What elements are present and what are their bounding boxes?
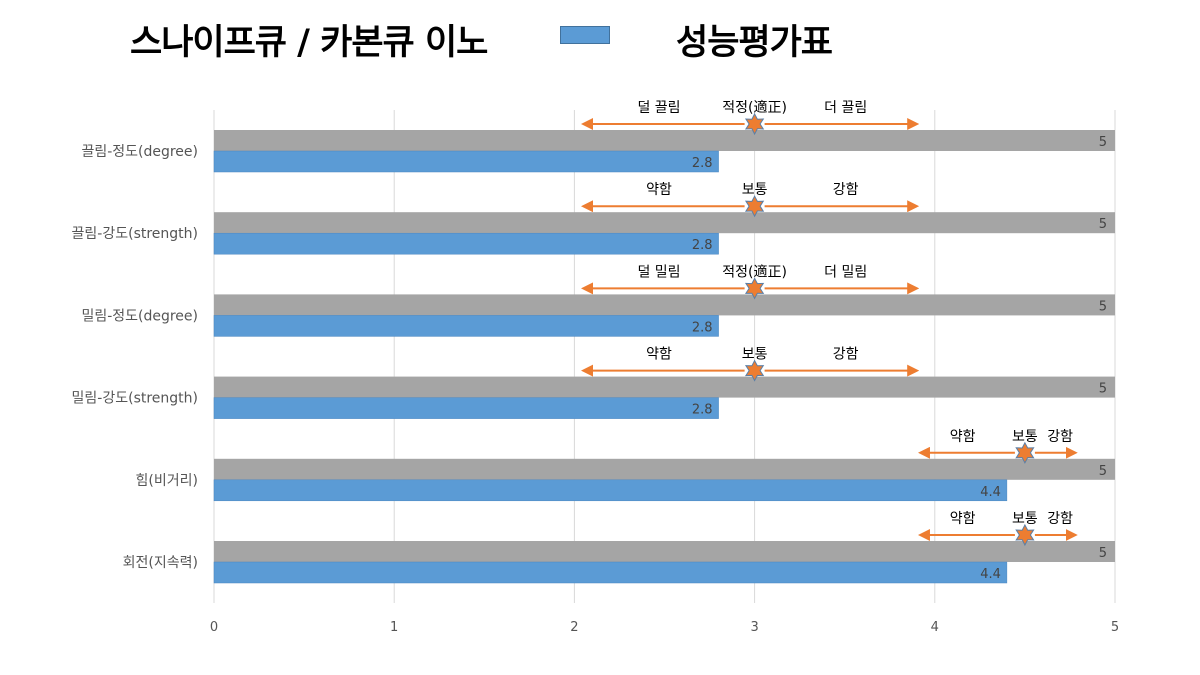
annotation-left-label: 덜 끌림 bbox=[637, 100, 680, 116]
max-bar bbox=[214, 458, 1115, 480]
legend-swatch bbox=[560, 26, 610, 44]
annotation-center-label: 보통 bbox=[1012, 511, 1038, 527]
star-marker bbox=[744, 359, 765, 382]
annotation-right-label: 강함 bbox=[1047, 429, 1073, 445]
value-bar bbox=[213, 315, 719, 337]
star-marker bbox=[1015, 441, 1035, 464]
x-tick-label: 4 bbox=[931, 620, 939, 635]
value-bar bbox=[213, 561, 1008, 584]
value-label: 2.8 bbox=[692, 238, 713, 253]
chart-header: 스나이프큐 / 카본큐 이노 성능평가표 bbox=[0, 0, 1200, 80]
star-marker bbox=[1015, 523, 1035, 547]
max-bar bbox=[214, 376, 1115, 398]
star-marker bbox=[744, 195, 765, 218]
x-tick-label: 2 bbox=[570, 620, 578, 635]
annotation-left-label: 약함 bbox=[950, 429, 976, 445]
category-label: 밀림-정도(degree) bbox=[81, 308, 198, 324]
annotation-right-label: 더 끌림 bbox=[824, 100, 867, 116]
value-bar bbox=[213, 232, 719, 255]
category-label: 힘(비거리) bbox=[136, 473, 198, 489]
annotation-left-label: 덜 밀림 bbox=[637, 264, 680, 280]
value-label: 2.8 bbox=[692, 156, 713, 171]
annotation-right-label: 강함 bbox=[833, 182, 859, 198]
x-tick-label: 3 bbox=[750, 620, 758, 635]
x-tick-label: 5 bbox=[1111, 620, 1119, 635]
category-label: 밀림-강도(strength) bbox=[72, 391, 198, 407]
category-label: 끌림-정도(degree) bbox=[81, 144, 198, 160]
annotation-left-label: 약함 bbox=[646, 347, 672, 363]
annotation-center-label: 적정(適正) bbox=[722, 263, 787, 280]
max-value-label: 5 bbox=[1099, 217, 1107, 232]
category-label: 끌림-강도(strength) bbox=[72, 226, 198, 242]
annotation-center-label: 보통 bbox=[742, 182, 768, 198]
value-label: 2.8 bbox=[692, 320, 713, 335]
max-bar bbox=[214, 541, 1115, 562]
annotation-center-label: 보통 bbox=[1012, 429, 1038, 445]
legend-label: 성능평가표 bbox=[676, 23, 833, 63]
max-value-label: 5 bbox=[1099, 135, 1107, 150]
annotation-right-label: 강함 bbox=[1047, 511, 1073, 527]
annotation-right-label: 더 밀림 bbox=[824, 264, 867, 280]
max-value-label: 5 bbox=[1099, 464, 1107, 479]
max-bar bbox=[214, 212, 1115, 234]
x-tick-label: 0 bbox=[210, 620, 218, 635]
category-label: 회전(지속력) bbox=[123, 555, 198, 571]
annotation-right-label: 강함 bbox=[833, 347, 859, 363]
value-bar bbox=[213, 479, 1008, 502]
annotation-left-label: 약함 bbox=[950, 511, 976, 527]
max-bar bbox=[214, 294, 1115, 316]
value-bar bbox=[213, 397, 719, 419]
annotation-center-label: 적정(適正) bbox=[722, 99, 787, 116]
value-label: 4.4 bbox=[980, 567, 1001, 582]
value-label: 4.4 bbox=[980, 485, 1001, 500]
annotation-left-label: 약함 bbox=[646, 182, 672, 198]
max-value-label: 5 bbox=[1099, 382, 1107, 397]
star-marker bbox=[744, 277, 765, 300]
max-value-label: 5 bbox=[1099, 546, 1107, 561]
value-label: 2.8 bbox=[692, 403, 713, 418]
annotation-center-label: 보통 bbox=[742, 347, 768, 363]
x-tick-label: 1 bbox=[390, 620, 398, 635]
max-value-label: 5 bbox=[1099, 299, 1107, 314]
value-bar bbox=[213, 150, 719, 173]
chart-title: 스나이프큐 / 카본큐 이노 bbox=[130, 23, 488, 63]
star-marker bbox=[744, 112, 765, 136]
max-bar bbox=[214, 130, 1115, 151]
